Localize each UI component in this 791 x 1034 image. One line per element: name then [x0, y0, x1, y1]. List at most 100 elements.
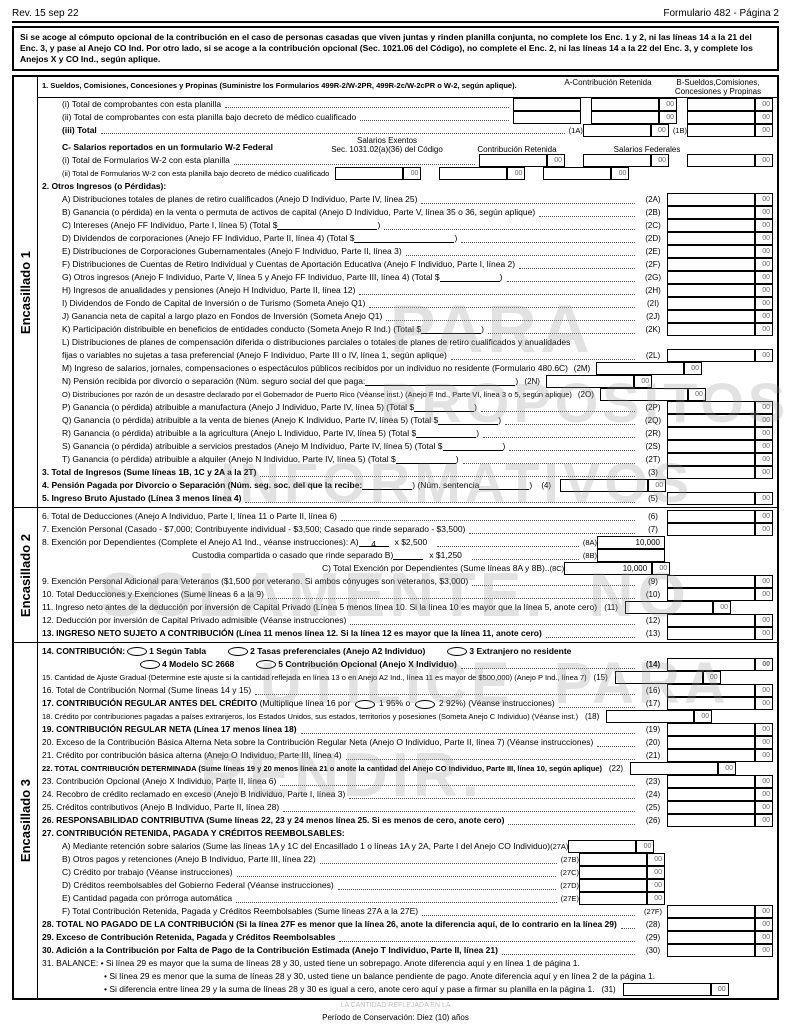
amt-2G[interactable] [667, 271, 755, 284]
amt-21[interactable] [667, 749, 755, 762]
amt-cii-ex[interactable] [335, 167, 403, 180]
amt-2Q[interactable] [667, 414, 755, 427]
amt-16[interactable] [667, 684, 755, 697]
oval-1[interactable] [127, 647, 147, 656]
amt-29[interactable] [667, 931, 755, 944]
line-2L: L) Distribuciones de planes de compensac… [42, 336, 570, 349]
blank-box[interactable] [513, 98, 581, 111]
amt-27F[interactable] [667, 905, 755, 918]
num-13: (13) [639, 627, 667, 640]
amt-3[interactable] [667, 466, 755, 479]
amt-2T[interactable] [667, 453, 755, 466]
cents: 00 [755, 427, 773, 440]
amt-8A[interactable]: 10,000 [597, 536, 665, 549]
amt-1iB[interactable] [687, 98, 755, 111]
oval-2[interactable] [228, 647, 248, 656]
amt-27E[interactable] [579, 892, 647, 905]
amt-2I[interactable] [667, 297, 755, 310]
amt-1iA[interactable] [591, 98, 659, 111]
opt-5: 5 Contribución Opcional (Anejo X Individ… [278, 658, 457, 671]
cents: 00 [755, 206, 773, 219]
oval-92[interactable] [415, 700, 435, 709]
num-18: (18) [578, 710, 606, 723]
line-2S: S) Ganancia (o pérdida) atribuible a ser… [42, 440, 443, 453]
amt-cii-fed[interactable] [543, 167, 611, 180]
amt-ci-ex[interactable] [479, 154, 547, 167]
amt-1A[interactable] [583, 124, 651, 137]
amt-20[interactable] [667, 736, 755, 749]
amt-27A[interactable] [568, 840, 636, 853]
amt-1iiA[interactable] [591, 111, 659, 124]
amt-2S[interactable] [667, 440, 755, 453]
num-27F: (27F) [639, 905, 667, 918]
amt-1B[interactable] [687, 124, 755, 137]
line-2T: T) Ganancia (o pérdida) atribuible a alq… [42, 453, 396, 466]
amt-4[interactable] [560, 479, 648, 492]
line-20: 20. Exceso de la Contribución Básica Alt… [42, 736, 593, 749]
amt-12[interactable] [667, 614, 755, 627]
amt-2B[interactable] [667, 206, 755, 219]
line-18: 18. Crédito por contribuciones pagadas a… [42, 710, 578, 723]
amt-2O[interactable] [600, 388, 688, 401]
amt-2J[interactable] [667, 310, 755, 323]
amt-6[interactable] [667, 510, 755, 523]
cents: 00 [659, 98, 677, 111]
cents: 00 [755, 414, 773, 427]
amt-8C[interactable]: 10,000 [564, 562, 652, 575]
num-2T: (2T) [639, 453, 667, 466]
amt-2K[interactable] [667, 323, 755, 336]
amt-28[interactable] [667, 918, 755, 931]
amt-cii-ret[interactable] [439, 167, 507, 180]
amt-2A[interactable] [667, 193, 755, 206]
amt-2P[interactable] [667, 401, 755, 414]
oval-3[interactable] [447, 647, 467, 656]
amt-13[interactable] [667, 627, 755, 640]
amt-ci-ret[interactable] [583, 154, 651, 167]
amt-18[interactable] [606, 710, 694, 723]
amt-2M[interactable] [596, 362, 684, 375]
oval-95[interactable] [355, 700, 375, 709]
amt-26[interactable] [667, 814, 755, 827]
amt-9[interactable] [667, 575, 755, 588]
amt-27D[interactable] [579, 879, 647, 892]
amt-19[interactable] [667, 723, 755, 736]
amt-2F[interactable] [667, 258, 755, 271]
cont-ret-hdr: Contribución Retenida [452, 146, 582, 155]
amt-5[interactable] [667, 492, 755, 505]
amt-23[interactable] [667, 775, 755, 788]
num-2F: (2F) [639, 258, 667, 271]
amt-2H[interactable] [667, 284, 755, 297]
num-27E: (27E) [561, 892, 579, 905]
amt-31[interactable] [623, 983, 711, 996]
amt-14[interactable] [667, 658, 755, 671]
amt-2N[interactable] [546, 375, 634, 388]
amt-27C[interactable] [579, 866, 647, 879]
amt-ci-fed[interactable] [687, 154, 755, 167]
oval-4[interactable] [140, 660, 160, 669]
cents: 00 [755, 918, 773, 931]
amt-2D[interactable] [667, 232, 755, 245]
amt-1iiB[interactable] [687, 111, 755, 124]
oval-5[interactable] [256, 660, 276, 669]
amt-25[interactable] [667, 801, 755, 814]
line-25: 25. Créditos contributivos (Anejo B Indi… [42, 801, 279, 814]
amt-17[interactable] [667, 697, 755, 710]
num-2G: (2G) [639, 271, 667, 284]
amt-15[interactable] [615, 671, 703, 684]
amt-27B[interactable] [579, 853, 647, 866]
amt-11[interactable] [625, 601, 713, 614]
amt-30[interactable] [667, 944, 755, 957]
amt-10[interactable] [667, 588, 755, 601]
amt-2E[interactable] [667, 245, 755, 258]
cents: 00 [755, 284, 773, 297]
amt-2L[interactable] [667, 349, 755, 362]
num-10: (10) [639, 588, 667, 601]
blank-box[interactable] [513, 111, 581, 124]
amt-22[interactable] [630, 762, 718, 775]
cents: 00 [755, 271, 773, 284]
amt-8B[interactable] [597, 549, 665, 562]
amt-2C[interactable] [667, 219, 755, 232]
amt-2R[interactable] [667, 427, 755, 440]
amt-24[interactable] [667, 788, 755, 801]
amt-7[interactable] [667, 523, 755, 536]
